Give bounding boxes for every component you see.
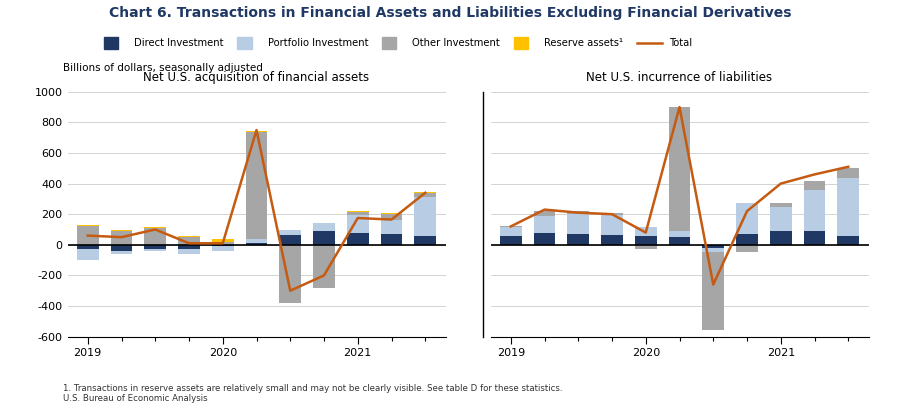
Bar	[104, 37, 118, 49]
Bar	[279, 235, 302, 245]
Bar	[414, 236, 436, 245]
Bar	[76, 225, 99, 226]
Bar	[837, 169, 859, 178]
Bar	[144, 249, 166, 251]
Bar	[669, 237, 690, 245]
Bar	[736, 204, 758, 234]
Bar	[246, 239, 267, 242]
Bar	[346, 212, 369, 215]
Bar	[534, 211, 555, 216]
Bar	[500, 227, 522, 236]
Bar	[414, 193, 436, 197]
Bar	[514, 37, 528, 49]
Bar	[804, 231, 825, 245]
Bar	[601, 213, 623, 215]
Bar	[279, 230, 302, 235]
Bar	[381, 214, 402, 220]
Bar	[669, 107, 690, 231]
Bar	[634, 227, 657, 236]
Bar	[414, 197, 436, 236]
Bar	[246, 131, 267, 132]
Bar	[313, 224, 335, 231]
Bar	[837, 236, 859, 245]
Bar	[669, 231, 690, 237]
Bar	[381, 220, 402, 234]
Bar	[111, 230, 132, 231]
Bar	[736, 234, 758, 245]
Bar	[178, 245, 200, 249]
Bar	[382, 37, 396, 49]
Bar	[702, 253, 724, 330]
Text: Net U.S. acquisition of financial assets: Net U.S. acquisition of financial assets	[143, 71, 370, 84]
Bar	[279, 229, 302, 230]
Bar	[212, 239, 234, 242]
Text: Portfolio Investment: Portfolio Investment	[267, 38, 368, 48]
Bar	[770, 231, 792, 245]
Bar	[500, 226, 522, 227]
Bar	[237, 37, 251, 49]
Bar	[111, 245, 132, 251]
Text: 1. Transactions in reserve assets are relatively small and may not be clearly vi: 1. Transactions in reserve assets are re…	[63, 384, 562, 403]
Text: Net U.S. incurrence of liabilities: Net U.S. incurrence of liabilities	[587, 71, 772, 84]
Bar	[246, 132, 267, 239]
Bar	[770, 204, 792, 206]
Bar	[500, 236, 522, 245]
Bar	[313, 245, 335, 288]
Bar	[567, 211, 590, 214]
Bar	[534, 233, 555, 245]
Bar	[279, 245, 302, 303]
Bar	[144, 245, 166, 249]
Bar	[804, 180, 825, 190]
Bar	[178, 237, 200, 245]
Bar	[381, 213, 402, 214]
Text: Direct Investment: Direct Investment	[134, 38, 223, 48]
Text: Billions of dollars, seasonally adjusted: Billions of dollars, seasonally adjusted	[63, 63, 263, 73]
Bar	[601, 215, 623, 235]
Bar	[178, 249, 200, 254]
Bar	[76, 249, 99, 260]
Bar	[567, 234, 590, 245]
Bar	[381, 234, 402, 245]
Bar	[76, 226, 99, 245]
Bar	[837, 178, 859, 236]
Bar	[178, 236, 200, 237]
Bar	[534, 216, 555, 233]
Bar	[212, 242, 234, 245]
Bar	[313, 223, 335, 224]
Bar	[212, 245, 234, 246]
Bar	[634, 245, 657, 249]
Bar	[702, 248, 724, 253]
Text: Reserve assets¹: Reserve assets¹	[544, 38, 623, 48]
Bar	[702, 245, 724, 248]
Bar	[414, 192, 436, 193]
Bar	[144, 227, 166, 228]
Text: Chart 6. Transactions in Financial Assets and Liabilities Excluding Financial De: Chart 6. Transactions in Financial Asset…	[109, 6, 791, 20]
Text: Other Investment: Other Investment	[412, 38, 500, 48]
Bar	[346, 215, 369, 233]
Bar	[804, 190, 825, 231]
Bar	[246, 242, 267, 245]
Bar	[212, 246, 234, 251]
Text: Total: Total	[669, 38, 692, 48]
Bar	[601, 235, 623, 245]
Bar	[346, 233, 369, 245]
Bar	[736, 245, 758, 253]
Bar	[770, 206, 792, 231]
Bar	[346, 211, 369, 212]
Bar	[76, 245, 99, 249]
Bar	[313, 231, 335, 245]
Bar	[634, 236, 657, 245]
Bar	[111, 251, 132, 254]
Bar	[567, 214, 590, 234]
Bar	[111, 231, 132, 245]
Bar	[144, 228, 166, 245]
